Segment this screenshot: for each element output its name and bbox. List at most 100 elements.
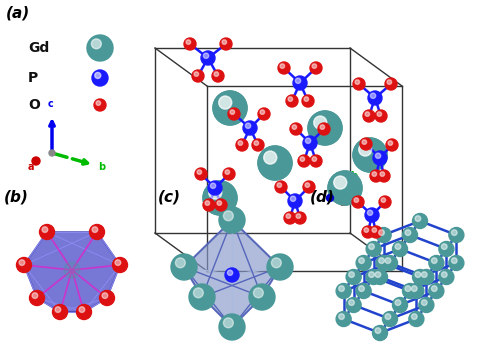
Circle shape xyxy=(388,141,392,145)
Circle shape xyxy=(382,256,398,270)
Circle shape xyxy=(224,318,234,328)
Circle shape xyxy=(353,138,387,172)
Polygon shape xyxy=(24,232,120,312)
Circle shape xyxy=(115,260,121,265)
Circle shape xyxy=(310,62,322,74)
Circle shape xyxy=(449,228,464,242)
Circle shape xyxy=(32,293,38,298)
Circle shape xyxy=(40,224,54,240)
Text: c: c xyxy=(47,99,53,109)
Circle shape xyxy=(208,181,222,195)
Circle shape xyxy=(197,170,202,174)
Text: b: b xyxy=(98,162,105,172)
Circle shape xyxy=(353,78,365,90)
Circle shape xyxy=(382,311,398,326)
Circle shape xyxy=(362,140,366,144)
Circle shape xyxy=(360,138,372,150)
Circle shape xyxy=(370,226,382,238)
Circle shape xyxy=(439,241,454,257)
Circle shape xyxy=(375,110,387,122)
Circle shape xyxy=(402,284,417,298)
Circle shape xyxy=(290,196,296,201)
Circle shape xyxy=(353,138,387,172)
Circle shape xyxy=(352,196,364,208)
Circle shape xyxy=(412,213,428,228)
Circle shape xyxy=(385,78,397,90)
Circle shape xyxy=(385,258,391,264)
Circle shape xyxy=(94,99,106,111)
Circle shape xyxy=(228,108,240,120)
Circle shape xyxy=(378,230,384,236)
Circle shape xyxy=(368,272,374,277)
Circle shape xyxy=(303,136,317,150)
Circle shape xyxy=(217,201,222,205)
Circle shape xyxy=(192,70,204,82)
Circle shape xyxy=(308,111,342,145)
Circle shape xyxy=(364,228,368,232)
Circle shape xyxy=(359,143,372,156)
Circle shape xyxy=(392,241,407,257)
Circle shape xyxy=(290,123,302,135)
Circle shape xyxy=(449,256,464,270)
Circle shape xyxy=(338,314,344,319)
Circle shape xyxy=(204,53,208,58)
Circle shape xyxy=(385,314,391,319)
Circle shape xyxy=(412,314,417,319)
Circle shape xyxy=(402,228,417,242)
Circle shape xyxy=(296,214,300,219)
Circle shape xyxy=(356,256,371,270)
Circle shape xyxy=(264,151,276,164)
Circle shape xyxy=(314,116,326,129)
Circle shape xyxy=(186,40,190,44)
Circle shape xyxy=(405,230,411,236)
Circle shape xyxy=(372,228,376,232)
Circle shape xyxy=(336,311,351,326)
Circle shape xyxy=(300,157,304,162)
Circle shape xyxy=(277,183,281,187)
Circle shape xyxy=(243,121,257,135)
Circle shape xyxy=(87,35,113,61)
Circle shape xyxy=(100,290,114,306)
Circle shape xyxy=(76,305,92,319)
Circle shape xyxy=(189,284,215,310)
Circle shape xyxy=(419,298,434,313)
Circle shape xyxy=(293,76,307,90)
Circle shape xyxy=(112,257,128,273)
Circle shape xyxy=(79,307,85,313)
Text: a: a xyxy=(28,162,34,172)
Circle shape xyxy=(258,108,270,120)
Circle shape xyxy=(376,228,391,242)
Circle shape xyxy=(194,72,198,76)
Circle shape xyxy=(219,96,232,109)
Circle shape xyxy=(201,51,215,65)
Circle shape xyxy=(366,241,381,257)
Circle shape xyxy=(278,62,290,74)
Circle shape xyxy=(419,269,434,285)
Circle shape xyxy=(354,198,358,202)
Circle shape xyxy=(365,208,379,222)
Circle shape xyxy=(334,176,346,189)
Circle shape xyxy=(225,268,239,282)
Circle shape xyxy=(30,290,44,306)
Circle shape xyxy=(392,298,407,313)
Circle shape xyxy=(52,305,68,319)
Circle shape xyxy=(412,269,428,285)
Circle shape xyxy=(359,143,372,156)
Circle shape xyxy=(386,139,398,151)
Circle shape xyxy=(328,171,362,205)
Circle shape xyxy=(284,212,296,224)
Circle shape xyxy=(219,96,232,109)
Circle shape xyxy=(306,138,310,143)
Circle shape xyxy=(32,157,40,165)
Circle shape xyxy=(260,110,264,114)
Circle shape xyxy=(328,171,362,205)
Circle shape xyxy=(195,168,207,180)
Circle shape xyxy=(365,112,370,117)
Circle shape xyxy=(267,254,293,280)
Circle shape xyxy=(363,110,375,122)
Text: (d): (d) xyxy=(310,190,335,205)
Circle shape xyxy=(219,207,245,233)
Circle shape xyxy=(377,112,382,117)
Circle shape xyxy=(264,151,276,164)
Circle shape xyxy=(292,125,296,129)
